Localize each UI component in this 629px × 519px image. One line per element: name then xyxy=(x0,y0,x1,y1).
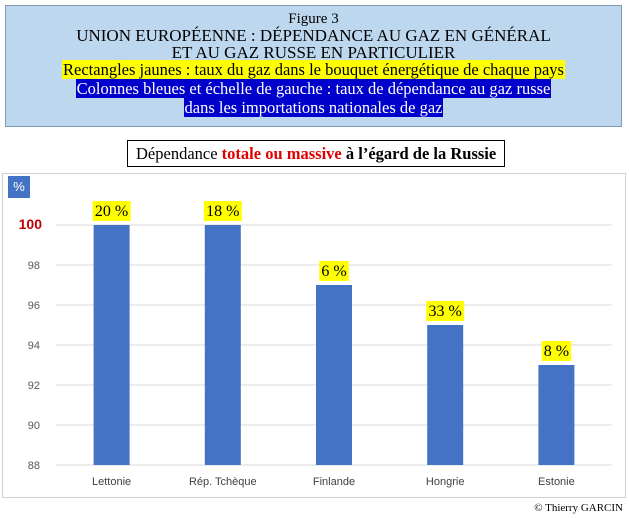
data-annotation: 8 % xyxy=(544,343,569,360)
annotation-box xyxy=(541,341,572,361)
annotation-box xyxy=(319,261,349,281)
y-tick-label: 98 xyxy=(28,260,40,272)
figure-header: Figure 3 UNION EUROPÉENNE : DÉPENDANCE A… xyxy=(5,5,622,127)
bar xyxy=(316,285,352,465)
subtitle-emphasis: totale ou massive xyxy=(221,144,342,163)
data-annotation: 20 % xyxy=(95,203,128,220)
y-tick-label: 92 xyxy=(28,380,40,392)
legend-blue-text-line1: Colonnes bleues et échelle de gauche : t… xyxy=(75,79,552,98)
y-tick-label: 94 xyxy=(28,340,40,352)
annotation-box xyxy=(426,301,465,321)
y-tick-label: 100 xyxy=(19,216,43,232)
x-tick-label: Estonie xyxy=(538,476,575,488)
bar xyxy=(93,225,130,465)
figure-label: Figure 3 xyxy=(288,11,339,27)
x-tick-label: Finlande xyxy=(313,476,355,488)
x-tick-label: Hongrie xyxy=(426,476,465,488)
figure-title-line1: UNION EUROPÉENNE : DÉPENDANCE AU GAZ EN … xyxy=(76,26,551,45)
annotation-box xyxy=(92,201,131,221)
bar xyxy=(538,365,575,465)
legend-blue-text-line2: dans les importations nationales de gaz xyxy=(183,98,444,117)
y-tick-label: 96 xyxy=(28,300,40,312)
subtitle-part3: à l’égard de la Russie xyxy=(341,144,497,163)
data-annotation: 18 % xyxy=(206,203,239,220)
chart-frame xyxy=(2,173,626,498)
data-annotation: 33 % xyxy=(429,303,462,320)
x-tick-label: Rép. Tchèque xyxy=(189,476,257,488)
bar xyxy=(427,325,464,465)
annotation-box xyxy=(203,201,242,221)
subtitle-part1: Dépendance xyxy=(136,144,222,163)
bar xyxy=(204,225,241,465)
x-tick-label: Lettonie xyxy=(92,476,131,488)
data-annotation: 6 % xyxy=(321,263,346,280)
y-tick-label: 90 xyxy=(28,420,40,432)
figure-title-line2: ET AU GAZ RUSSE EN PARTICULIER xyxy=(171,43,456,62)
chart-subtitle: Dépendance totale ou massive à l’égard d… xyxy=(127,140,506,167)
credit-text: © Thierry GARCIN xyxy=(534,502,623,514)
unit-label: % xyxy=(8,176,30,198)
legend-yellow-text: Rectangles jaunes : taux du gaz dans le … xyxy=(62,60,565,79)
y-tick-label: 88 xyxy=(28,460,40,472)
